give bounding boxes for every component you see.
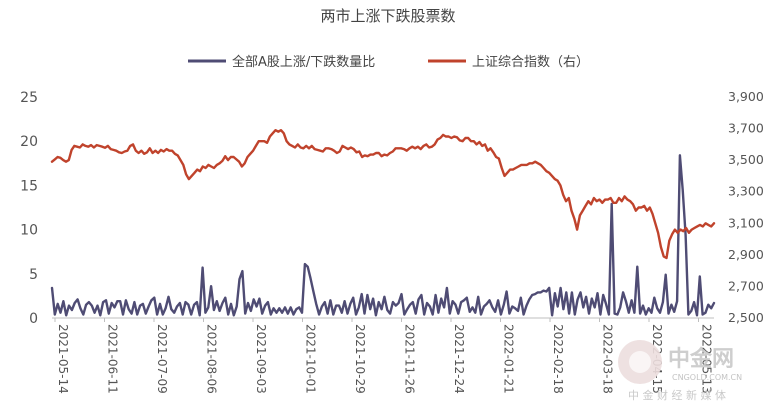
watermark-domain: CNGOLD.COM.CN	[672, 373, 742, 382]
watermark-tagline: 中 金 财 经 新 媒 体	[628, 388, 726, 402]
chart-title: 两市上涨下跌股票数	[320, 7, 455, 25]
x-tick-label: 2021-07-09	[155, 324, 169, 394]
series-line-ratio	[50, 154, 716, 317]
right-tick-label: 3,100	[728, 215, 764, 230]
right-tick-label: 2,500	[728, 310, 764, 325]
x-tick-label: 2021-10-29	[353, 324, 367, 394]
watermark: 中金网 CNGOLD.COM.CN 中 金 财 经 新 媒 体	[618, 340, 742, 402]
series-layer	[50, 128, 716, 317]
right-tick-label: 3,300	[728, 184, 764, 199]
watermark-logo-inner-icon	[629, 351, 651, 373]
x-tick-label: 2021-12-24	[452, 324, 466, 394]
left-tick-label: 0	[29, 311, 38, 327]
right-tick-label: 3,900	[728, 89, 764, 104]
x-tick-label: 2022-05-13	[700, 324, 714, 394]
legend-label-ratio: 全部A股上涨/下跌数量比	[232, 54, 375, 70]
series-line-index	[50, 128, 716, 260]
left-tick-label: 10	[20, 223, 38, 239]
watermark-name: 中金网	[668, 346, 734, 372]
x-tick-label: 2021-09-03	[254, 324, 268, 394]
legend-label-index: 上证综合指数（右）	[472, 55, 589, 70]
x-tick-label: 2022-02-18	[551, 324, 565, 394]
left-tick-label: 20	[20, 134, 38, 150]
x-tick-label: 2022-03-18	[601, 324, 615, 394]
left-tick-label: 25	[20, 90, 38, 106]
left-axis-ticks: 0 5 10 15 20 25	[20, 90, 38, 327]
x-tick-label: 2021-08-06	[205, 324, 219, 394]
x-tick-label: 2021-10-01	[304, 324, 318, 394]
right-tick-label: 3,700	[728, 121, 764, 136]
right-tick-label: 3,500	[728, 152, 764, 167]
x-tick-label: 2021-06-11	[106, 324, 120, 394]
x-tick-label: 2021-11-26	[403, 324, 417, 394]
right-tick-label: 2,700	[728, 278, 764, 293]
right-axis-ticks: 2,500 2,700 2,900 3,100 3,300 3,500 3,700 3,900	[728, 89, 764, 325]
legend: 全部A股上涨/下跌数量比 上证综合指数（右）	[188, 54, 589, 70]
x-tick-label: 2022-01-21	[502, 324, 516, 394]
right-tick-label: 2,900	[728, 247, 764, 262]
x-axis-ticks: 2021-05-14 2021-06-11 2021-07-09 2021-08-06…	[54, 318, 714, 394]
left-tick-label: 15	[20, 178, 38, 194]
left-tick-label: 5	[29, 267, 38, 283]
x-tick-label: 2021-05-14	[56, 324, 70, 394]
